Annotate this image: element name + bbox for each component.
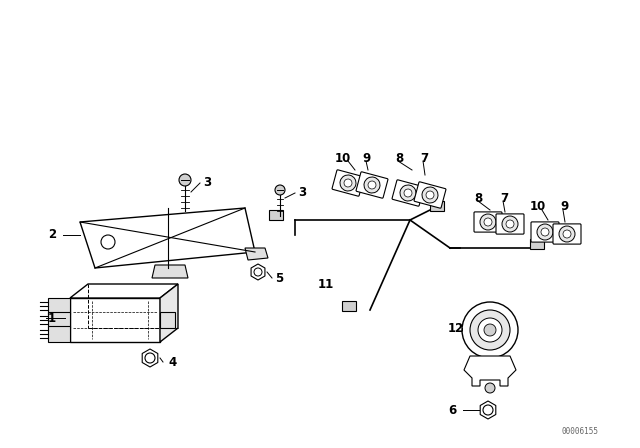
Circle shape (484, 324, 496, 336)
Circle shape (462, 302, 518, 358)
Text: 10: 10 (335, 151, 351, 164)
Polygon shape (152, 265, 188, 278)
Circle shape (426, 191, 434, 199)
Circle shape (404, 189, 412, 197)
Text: 7: 7 (500, 191, 508, 204)
Circle shape (502, 216, 518, 232)
FancyBboxPatch shape (414, 182, 446, 208)
FancyBboxPatch shape (392, 180, 424, 206)
Polygon shape (530, 239, 544, 249)
Polygon shape (160, 284, 178, 342)
Text: 10: 10 (530, 201, 547, 214)
Polygon shape (430, 201, 444, 211)
Polygon shape (70, 284, 178, 298)
Circle shape (145, 353, 155, 363)
Polygon shape (48, 298, 70, 314)
Text: 8: 8 (474, 191, 483, 204)
Circle shape (559, 226, 575, 242)
Text: 3: 3 (298, 186, 306, 199)
Text: 11: 11 (318, 279, 334, 292)
Text: 9: 9 (560, 201, 568, 214)
Text: 4: 4 (168, 356, 176, 369)
Polygon shape (245, 248, 268, 260)
Circle shape (480, 214, 496, 230)
FancyBboxPatch shape (474, 212, 502, 232)
Circle shape (254, 268, 262, 276)
Circle shape (101, 235, 115, 249)
Circle shape (485, 383, 495, 393)
FancyBboxPatch shape (496, 214, 524, 234)
FancyBboxPatch shape (531, 222, 559, 242)
FancyBboxPatch shape (356, 172, 388, 198)
Circle shape (470, 310, 510, 350)
Circle shape (422, 187, 438, 203)
Text: 5: 5 (275, 271, 284, 284)
Circle shape (483, 405, 493, 415)
Text: 6: 6 (448, 404, 456, 417)
Circle shape (537, 224, 553, 240)
Text: 8: 8 (395, 151, 403, 164)
FancyBboxPatch shape (553, 224, 581, 244)
Text: 1: 1 (48, 311, 56, 324)
Circle shape (275, 185, 285, 195)
Text: 00006155: 00006155 (561, 427, 598, 436)
Circle shape (179, 174, 191, 186)
Polygon shape (48, 312, 70, 328)
Polygon shape (160, 312, 175, 328)
Circle shape (484, 218, 492, 226)
Circle shape (541, 228, 549, 236)
Circle shape (368, 181, 376, 189)
FancyBboxPatch shape (332, 170, 364, 196)
Polygon shape (70, 298, 160, 342)
Circle shape (340, 175, 356, 191)
Polygon shape (80, 208, 255, 268)
Circle shape (506, 220, 514, 228)
Circle shape (344, 179, 352, 187)
Polygon shape (48, 326, 70, 342)
Circle shape (478, 318, 502, 342)
Text: 9: 9 (362, 151, 371, 164)
Text: 7: 7 (420, 151, 428, 164)
Text: 2: 2 (48, 228, 56, 241)
Polygon shape (269, 210, 283, 220)
Circle shape (364, 177, 380, 193)
Polygon shape (342, 301, 356, 311)
Circle shape (563, 230, 571, 238)
Circle shape (400, 185, 416, 201)
Text: 12: 12 (448, 322, 464, 335)
Polygon shape (464, 356, 516, 386)
Text: 3: 3 (203, 177, 211, 190)
